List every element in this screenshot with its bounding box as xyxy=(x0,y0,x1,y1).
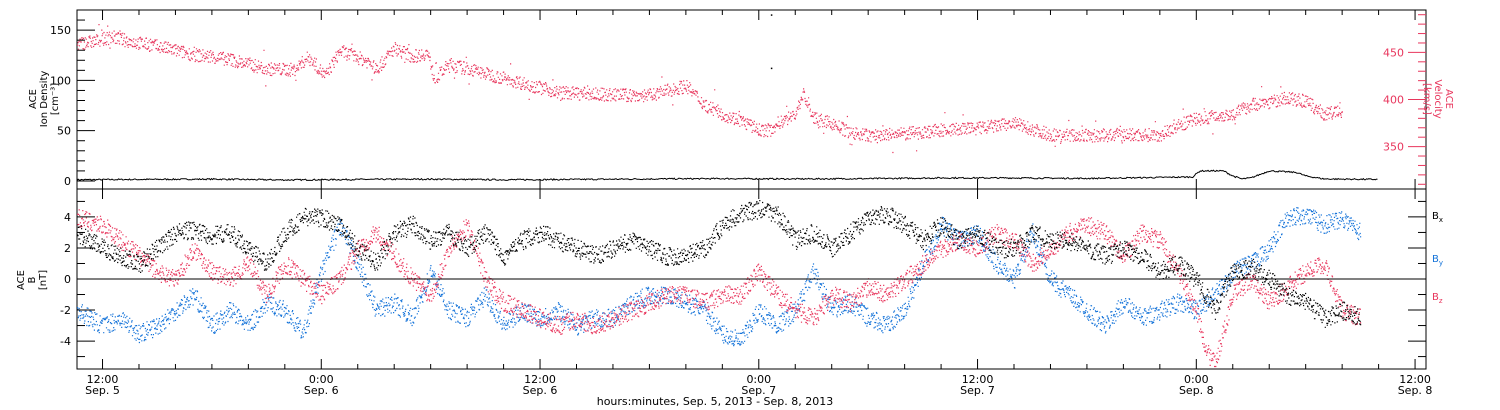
density-tick-label: 150 xyxy=(50,24,71,37)
x-tick-time-label: 12:00 xyxy=(87,373,119,386)
legend-by-subscript: y xyxy=(1439,259,1443,267)
legend-bz: Bz xyxy=(1432,292,1443,305)
series-bz xyxy=(77,209,1362,368)
field-tick-label: -2 xyxy=(60,304,71,317)
velocity-tick-label: 450 xyxy=(1383,46,1404,59)
velocity-tick-label: 400 xyxy=(1383,94,1404,107)
bz-dots xyxy=(77,209,1362,368)
density-tick-label: 100 xyxy=(50,74,71,87)
x-tick-time-label: 0:00 xyxy=(746,373,771,386)
density-axis-label: ACE xyxy=(28,89,39,109)
field-axis-label-2: B xyxy=(27,276,38,283)
x-tick-date-label: Sep. 6 xyxy=(523,384,558,397)
series-bx xyxy=(77,200,1362,328)
density-velocity-panel-frame xyxy=(76,9,1427,190)
legend-by: By xyxy=(1432,254,1443,267)
velocity-tick-label: 350 xyxy=(1383,141,1404,154)
svg-text:Bx: Bx xyxy=(1432,211,1443,224)
ion-density-series xyxy=(76,169,1378,182)
density-axis-unit: [cm⁻³] xyxy=(50,83,61,115)
field-axis-unit: [nT] xyxy=(38,270,49,290)
bx-dots xyxy=(77,200,1362,328)
x-tick-time-label: 12:00 xyxy=(1399,373,1431,386)
density-outlier-point xyxy=(770,67,773,70)
field-tick-label: -4 xyxy=(60,335,71,348)
velocity-axis-label-2: Velocity xyxy=(1432,79,1443,118)
x-tick-time-label: 12:00 xyxy=(962,373,994,386)
density-tick-label: 0 xyxy=(64,175,71,188)
x-tick-date-label: Sep. 5 xyxy=(85,384,120,397)
density-tick-label: 50 xyxy=(57,125,71,138)
svg-text:Bz: Bz xyxy=(1432,292,1443,305)
x-tick-time-label: 12:00 xyxy=(524,373,556,386)
x-tick-time-label: 0:00 xyxy=(309,373,334,386)
svg-text:By: By xyxy=(1432,254,1443,267)
velocity-axis-unit: [km/s] xyxy=(1421,83,1432,115)
bottom-panel-series xyxy=(77,200,1362,368)
field-axis-label: ACE xyxy=(16,270,27,290)
x-tick-date-label: Sep. 8 xyxy=(1179,384,1214,397)
x-tick-time-label: 0:00 xyxy=(1184,373,1209,386)
x-tick-date-label: Sep. 7 xyxy=(960,384,995,397)
velocity-axis-label: ACE xyxy=(1443,89,1454,109)
field-tick-label: 0 xyxy=(64,273,71,286)
velocity-dots xyxy=(77,24,1343,154)
series-by xyxy=(77,207,1362,347)
x-tick-date-label: Sep. 6 xyxy=(304,384,339,397)
top-panel-series xyxy=(76,14,1378,182)
density-axis-label-2: Ion Density xyxy=(39,71,50,128)
velocity-series xyxy=(77,24,1343,154)
density-outlier-point xyxy=(770,14,773,16)
by-dots xyxy=(77,207,1362,347)
x-tick-date-label: Sep. 8 xyxy=(1398,384,1433,397)
legend-bx: Bx xyxy=(1432,211,1443,224)
field-tick-label: 2 xyxy=(64,242,71,255)
legend-bx-subscript: x xyxy=(1439,216,1443,224)
x-tick-date-label: Sep. 7 xyxy=(741,384,776,397)
legend-bz-subscript: z xyxy=(1439,297,1443,305)
field-tick-label: 4 xyxy=(64,211,71,224)
x-axis-title: hours:minutes, Sep. 5, 2013 - Sep. 8, 20… xyxy=(597,395,834,408)
